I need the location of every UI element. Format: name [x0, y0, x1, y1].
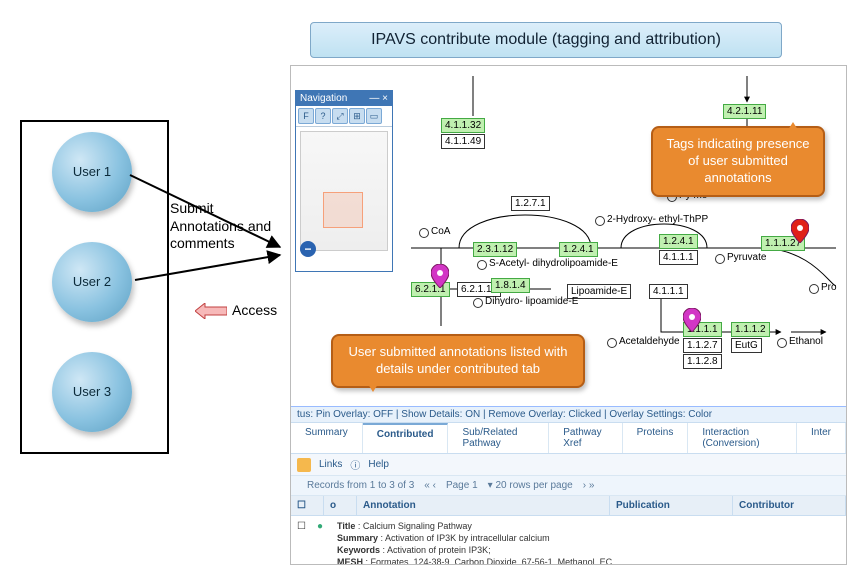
col-annotation[interactable]: Annotation	[357, 496, 610, 515]
pager-bar: Records from 1 to 3 of 3 « ‹ Page 1 ▾ 20…	[291, 476, 846, 496]
compound-label: 2-Hydroxy- ethyl-ThPP	[607, 214, 708, 225]
compound-label: Ethanol	[789, 336, 823, 347]
compound-node[interactable]	[809, 284, 819, 294]
pathway-canvas[interactable]: Navigation— × F ? ⤢ ⊞ ▭ + − 4.1.1.324.1.…	[291, 66, 846, 406]
module-title: IPAVS contribute module (tagging and att…	[310, 22, 782, 58]
records-label: Records from 1 to 3 of 3	[307, 480, 414, 491]
contributor-cell	[740, 520, 840, 565]
pager-nav[interactable]: › »	[583, 480, 595, 491]
compound-node[interactable]	[715, 254, 725, 264]
zoom-out-icon[interactable]: −	[300, 241, 316, 257]
publication-cell	[630, 520, 740, 565]
enzyme-box[interactable]: EutG	[731, 338, 762, 353]
nav-icon[interactable]: F	[298, 108, 314, 124]
nav-icon[interactable]: ⤢	[332, 108, 348, 124]
callout-tags: Tags indicating presence of user submitt…	[651, 126, 825, 197]
minimap-viewport[interactable]	[323, 192, 363, 228]
enzyme-box[interactable]: 4.1.1.49	[441, 134, 485, 149]
access-arrow-icon	[195, 303, 227, 319]
pager-nav[interactable]: « ‹	[424, 480, 436, 491]
col-icon: o	[324, 496, 357, 515]
enzyme-box[interactable]: 1.1.2.7	[683, 338, 722, 353]
help-label[interactable]: Help	[368, 459, 389, 470]
enzyme-box[interactable]: 1.2.4.1	[559, 242, 598, 257]
enzyme-box[interactable]: 4.1.1.32	[441, 118, 485, 133]
status-bar: tus: Pin Overlay: OFF | Show Details: ON…	[291, 407, 846, 423]
user-node-3: User 3	[52, 352, 132, 432]
tab-proteins[interactable]: Proteins	[623, 423, 689, 453]
access-label: Access	[232, 302, 277, 318]
users-box: User 1 User 2 User 3	[20, 120, 169, 454]
callout-listed: User submitted annotations listed with d…	[331, 334, 585, 388]
table-row[interactable]: ☐ ● Title : Calcium Signaling PathwaySum…	[291, 516, 846, 565]
tab-summary[interactable]: Summary	[291, 423, 363, 453]
col-publication[interactable]: Publication	[610, 496, 733, 515]
compound-label: Pro	[821, 282, 837, 293]
select-all-checkbox[interactable]: ☐	[291, 496, 324, 515]
compound-label: S-Acetyl- dihydrolipoamide-E	[489, 258, 618, 269]
col-contributor[interactable]: Contributor	[733, 496, 846, 515]
enzyme-box[interactable]: 4.1.1.1	[649, 284, 688, 299]
compound-label: CoA	[431, 226, 450, 237]
row-checkbox[interactable]: ☐	[297, 520, 317, 565]
compound-label: Pyruvate	[727, 252, 766, 263]
grid-toolbar: Links ⓘ Help	[291, 454, 846, 476]
enzyme-box[interactable]: 1.8.1.4	[491, 278, 530, 293]
page-label: Page 1	[446, 480, 478, 491]
navigator-toolbar[interactable]: F ? ⤢ ⊞ ▭	[296, 106, 392, 127]
nav-icon[interactable]: ⊞	[349, 108, 365, 124]
enzyme-box[interactable]: 4.1.1.1	[659, 250, 698, 265]
compound-node[interactable]	[473, 298, 483, 308]
tab-bar: SummaryContributedSub/Related PathwayPat…	[291, 423, 846, 454]
navigator-widget[interactable]: Navigation— × F ? ⤢ ⊞ ▭ + −	[295, 90, 393, 272]
nav-icon[interactable]: ?	[315, 108, 331, 124]
enzyme-box[interactable]: 1.2.7.1	[511, 196, 550, 211]
navigator-title: Navigation— ×	[296, 91, 392, 106]
annotation-pin-icon[interactable]	[791, 219, 809, 243]
annotation-pin-icon[interactable]	[683, 308, 701, 332]
submit-label: Submit Annotations and comments	[170, 200, 285, 253]
compound-node[interactable]	[477, 260, 487, 270]
user-node-2: User 2	[52, 242, 132, 322]
annotation-cell: Title : Calcium Signaling PathwaySummary…	[337, 520, 630, 565]
row-status-icon: ●	[317, 520, 337, 565]
tab-inter[interactable]: Inter	[797, 423, 846, 453]
compound-node[interactable]	[607, 338, 617, 348]
tab-pathway-xref[interactable]: Pathway Xref	[549, 423, 622, 453]
links-label[interactable]: Links	[319, 459, 342, 470]
tab-interaction-conversion-[interactable]: Interaction (Conversion)	[688, 423, 797, 453]
minimap[interactable]	[300, 131, 388, 251]
details-panel: tus: Pin Overlay: OFF | Show Details: ON…	[291, 406, 846, 565]
compound-node[interactable]	[419, 228, 429, 238]
enzyme-box[interactable]: 1.1.1.2	[731, 322, 770, 337]
help-icon[interactable]: ⓘ	[350, 457, 360, 472]
compound-label: Acetaldehyde	[619, 336, 680, 347]
user-node-1: User 1	[52, 132, 132, 212]
annotation-pin-icon[interactable]	[431, 264, 449, 288]
compound-label: Dihydro- lipoamide-E	[485, 296, 578, 307]
grid-header: ☐ o Annotation Publication Contributor	[291, 496, 846, 516]
rows-per-page[interactable]: ▾ 20 rows per page	[488, 480, 573, 491]
enzyme-box[interactable]: 2.3.1.12	[473, 242, 517, 257]
screenshot-panel: Navigation— × F ? ⤢ ⊞ ▭ + − 4.1.1.324.1.…	[290, 65, 847, 565]
compound-node[interactable]	[595, 216, 605, 226]
export-icon[interactable]	[297, 458, 311, 472]
enzyme-box[interactable]: 1.2.4.1	[659, 234, 698, 249]
tab-contributed[interactable]: Contributed	[363, 423, 449, 453]
enzyme-box[interactable]: 4.2.1.11	[723, 104, 766, 119]
tab-sub-related-pathway[interactable]: Sub/Related Pathway	[448, 423, 549, 453]
compound-node[interactable]	[777, 338, 787, 348]
nav-icon[interactable]: ▭	[366, 108, 382, 124]
enzyme-box[interactable]: 1.1.2.8	[683, 354, 722, 369]
